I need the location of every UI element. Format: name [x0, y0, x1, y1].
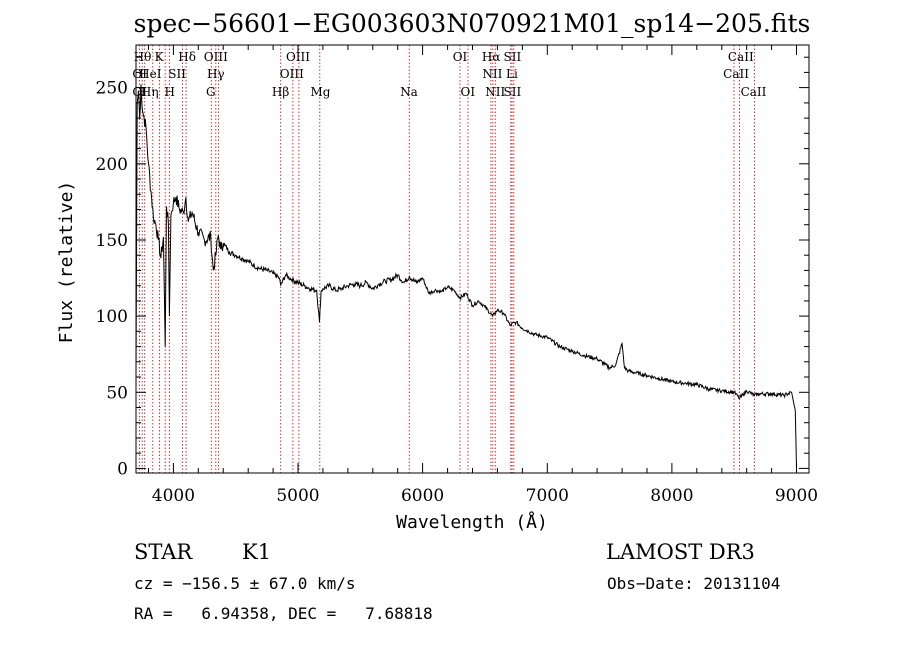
spectral-line-label: Li	[506, 67, 518, 81]
spectral-line-label: OIII	[286, 50, 310, 64]
x-tick-label: 7000	[526, 486, 569, 506]
subclass: K1	[242, 540, 272, 564]
spectral-line-label: SII	[504, 85, 522, 99]
spectral-line-label: NII	[482, 67, 502, 81]
x-tick-label: 6000	[401, 486, 444, 506]
spectral-line-label: Hη	[141, 85, 159, 99]
spectral-line-label: OIII	[280, 67, 304, 81]
observation-date: Obs−Date: 20131104	[607, 574, 781, 593]
coordinates: RA = 6.94358, DEC = 7.68818	[134, 604, 433, 623]
spectral-line-label: OIII	[204, 50, 228, 64]
y-tick-label: 200	[96, 155, 128, 175]
x-tick-label: 8000	[650, 486, 693, 506]
spectral-line-label: K	[155, 50, 165, 64]
y-tick-label: 150	[96, 231, 128, 251]
spectral-line-label: Na	[400, 85, 418, 99]
spectral-line-label: CaII	[728, 50, 754, 64]
spectral-line-label: SII	[504, 50, 522, 64]
y-tick-label: 250	[96, 79, 128, 99]
x-tick-label: 9000	[775, 486, 818, 506]
spectral-line-label: SII	[168, 67, 186, 81]
spectral-line-label: HeI	[139, 67, 162, 81]
object-type: STAR	[134, 540, 193, 564]
spectral-line-label: Hδ	[178, 50, 196, 64]
spectral-line-label: Hα	[482, 50, 501, 64]
flux-series	[135, 84, 797, 469]
x-tick-label: 5000	[276, 486, 319, 506]
spectral-line-label: CaII	[741, 85, 767, 99]
spectral-line-label: OI	[453, 50, 468, 64]
spectral-line-label: NII	[485, 85, 505, 99]
y-tick-label: 50	[106, 383, 128, 403]
flux-line	[135, 84, 797, 469]
spectral-line-label: Hβ	[272, 85, 289, 99]
spectral-line-markers	[138, 45, 755, 473]
spectral-line-label: Hθ	[134, 50, 152, 64]
spectral-line-label: H	[164, 85, 174, 99]
spectral-line-label: Mg	[311, 85, 331, 99]
spectral-line-label: Hγ	[207, 67, 225, 81]
x-tick-label: 4000	[152, 486, 195, 506]
spectral-line-label: CaII	[723, 67, 749, 81]
chart-title: spec−56601−EG003603N070921M01_sp14−205.f…	[134, 9, 811, 38]
spectral-line-label: OI	[461, 85, 476, 99]
x-axis-label: Wavelength (Å)	[396, 511, 548, 533]
spectral-line-label: G	[206, 85, 216, 99]
redshift-velocity: cz = −156.5 ± 67.0 km/s	[134, 574, 356, 593]
y-tick-label: 100	[96, 307, 128, 327]
survey-name: LAMOST DR3	[606, 540, 755, 564]
y-tick-label: 0	[117, 459, 128, 479]
axis-ticks: 4000 5000 6000 7000 8000 9000 0 50 100 150 200 250	[96, 45, 818, 506]
y-axis-label: Flux (relative)	[56, 181, 77, 344]
